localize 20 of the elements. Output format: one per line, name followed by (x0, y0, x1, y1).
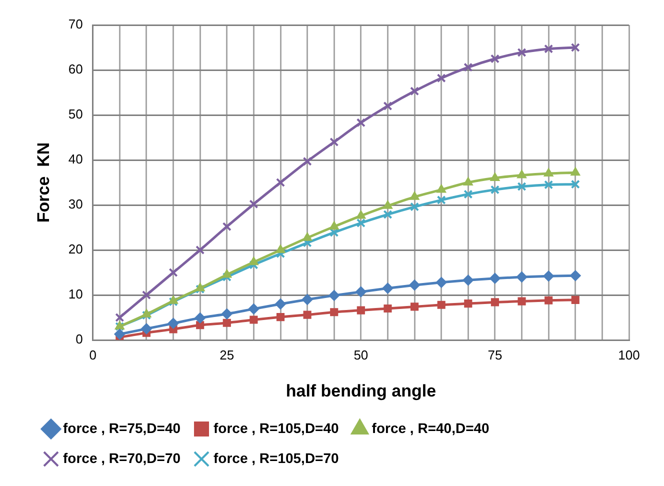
x-tick-label: 75 (488, 347, 502, 362)
y-tick-label: 20 (68, 242, 83, 257)
x-tick-label: 25 (220, 347, 234, 362)
y-tick-label: 50 (68, 106, 83, 122)
legend-label: force , R=70,D=70 (63, 450, 181, 466)
x-tick-label: 100 (618, 347, 640, 362)
x-axis-title: half bending angle (286, 381, 436, 400)
legend-label: force , R=75,D=40 (63, 420, 181, 436)
legend-label: force , R=40,D=40 (372, 420, 490, 436)
x-tick-label: 50 (354, 347, 368, 362)
y-tick-label: 70 (68, 16, 83, 32)
y-tick-label: 60 (68, 62, 83, 77)
legend-label: force , R=105,D=70 (214, 450, 340, 466)
y-tick-label: 30 (68, 196, 83, 212)
y-tick-label: 10 (68, 286, 83, 302)
y-tick-label: 0 (76, 332, 83, 347)
y-axis-title: Force KN (34, 142, 53, 223)
y-tick-label: 40 (68, 152, 83, 167)
legend-label: force , R=105,D=40 (214, 420, 340, 436)
x-tick-label: 0 (89, 347, 96, 362)
